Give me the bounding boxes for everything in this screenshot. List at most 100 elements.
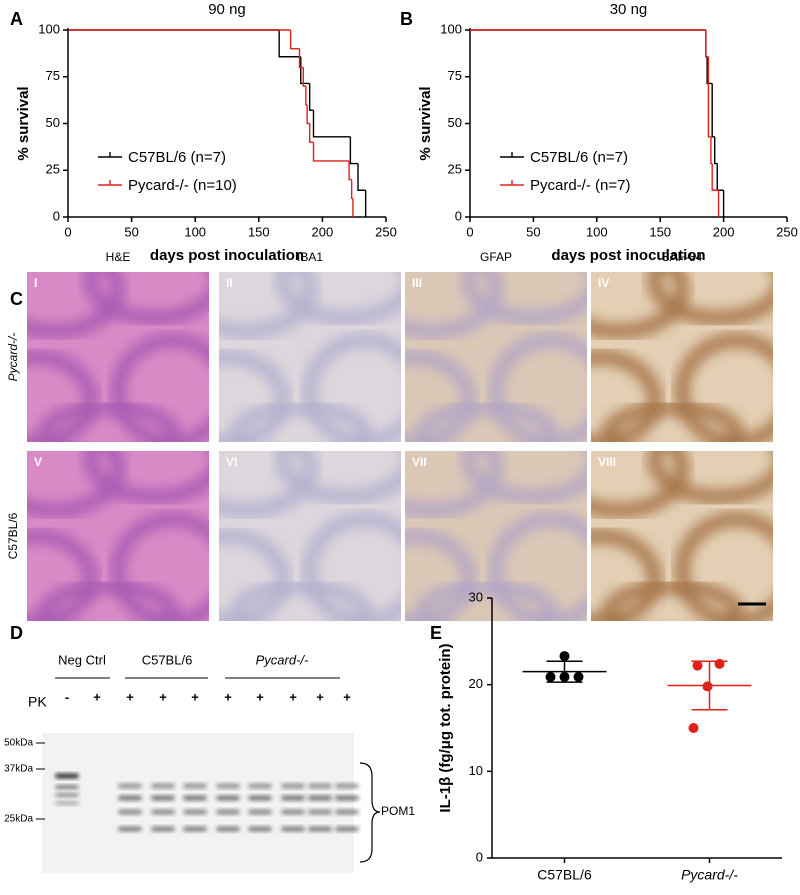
blot-band (248, 809, 272, 815)
y-tick-label: 10 (469, 763, 483, 778)
blot-bg (42, 733, 354, 873)
tissue-band (415, 579, 559, 621)
survival-step (707, 56, 711, 138)
tile-label: VIII (598, 455, 616, 469)
x-tick-label: 200 (713, 224, 735, 239)
blot-band (216, 809, 240, 815)
lane-sign: + (224, 689, 232, 704)
blot-band (281, 826, 305, 832)
panel-letter: D (10, 623, 23, 643)
lane-sign: + (289, 689, 297, 704)
legend-label: Pycard-/- (n=10) (128, 177, 237, 194)
lane-sign: + (93, 689, 101, 704)
survival-step (348, 160, 352, 181)
x-tick-label: 150 (649, 224, 671, 239)
survival-step (716, 163, 724, 191)
tissue-band (37, 400, 181, 442)
tissue-band (591, 349, 663, 442)
marker-label: 25kDa (4, 814, 33, 825)
y-tick-label: 0 (455, 208, 462, 223)
tissue-band (591, 451, 690, 519)
tile-label: VI (226, 455, 237, 469)
brace (359, 762, 381, 863)
tissue-band (110, 511, 209, 621)
x-tick-label: 200 (312, 224, 334, 239)
tissue (27, 451, 209, 621)
survival-step (349, 136, 359, 165)
survival-step (305, 86, 308, 106)
histology-image: V (27, 451, 209, 621)
chart-title: 90 ng (208, 1, 246, 18)
tissue-band (460, 451, 587, 505)
blot-band (55, 773, 79, 779)
y-tick-label: 100 (440, 21, 462, 36)
lane-sign: + (256, 689, 264, 704)
marker-label: 50kDa (4, 738, 33, 749)
blot-band (118, 783, 142, 789)
blot-band (118, 826, 142, 832)
blot-band (248, 795, 272, 801)
tile-label: I (34, 276, 37, 290)
survival-step (706, 56, 713, 85)
survival-step (308, 123, 314, 143)
tissue-band (488, 332, 587, 442)
lane-sign: + (126, 689, 134, 704)
survival-step (306, 104, 310, 125)
survival-step (705, 30, 709, 58)
tissue (27, 272, 209, 442)
blot-band (151, 826, 175, 832)
column-header: SAF-84 (662, 250, 703, 264)
blot-band (281, 783, 305, 789)
blot-band (281, 795, 305, 801)
column-header: GFAP (480, 250, 512, 264)
survival-step (289, 30, 300, 50)
y-tick-label: 30 (469, 589, 483, 604)
tissue-band (302, 511, 401, 621)
survival-step (298, 48, 304, 69)
tissue-band (110, 332, 209, 442)
survival-step (711, 83, 715, 138)
blot-band (308, 783, 332, 789)
tissue-band (219, 451, 318, 519)
lane-sign: + (343, 689, 351, 704)
tissue (405, 451, 587, 621)
y-tick-label: 75 (46, 68, 60, 83)
survival-step (302, 67, 306, 87)
blot-band (183, 809, 207, 815)
tissue (591, 272, 773, 442)
tissue-band (601, 400, 745, 442)
lane-sign: + (316, 689, 324, 704)
data-point (688, 723, 699, 733)
group-label: Pycard-/- (256, 652, 309, 667)
tissue-band (405, 272, 504, 340)
histology-image: IV (591, 272, 773, 442)
blot-band (118, 795, 142, 801)
x-tick-label: 50 (124, 224, 138, 239)
tissue-band (27, 451, 126, 519)
tissue-band (27, 349, 99, 442)
y-tick-label: 100 (38, 21, 60, 36)
data-point (559, 651, 570, 662)
tile-label: V (34, 455, 42, 469)
blot-band (151, 795, 175, 801)
x-tick-label: 250 (776, 224, 798, 239)
group-label: Neg Ctrl (58, 652, 106, 667)
x-axis-label: days post inoculation (150, 247, 304, 264)
survival-step (350, 179, 353, 199)
y-tick-label: 25 (448, 162, 462, 177)
blot-band (55, 801, 79, 805)
tissue (591, 451, 773, 621)
column-header: IBA1 (297, 250, 323, 264)
panel-letter: A (10, 9, 23, 29)
chart-title: 30 ng (610, 1, 648, 18)
tissue-band (274, 451, 401, 505)
histology-image: III (405, 272, 587, 442)
y-tick-label: 25 (46, 162, 60, 177)
tissue-band (219, 272, 318, 340)
tissue-band (646, 451, 773, 505)
column-header: H&E (106, 250, 131, 264)
tissue-band (219, 349, 291, 442)
blot-band (308, 795, 332, 801)
panel-letter: C (10, 289, 23, 309)
data-point (559, 671, 570, 682)
